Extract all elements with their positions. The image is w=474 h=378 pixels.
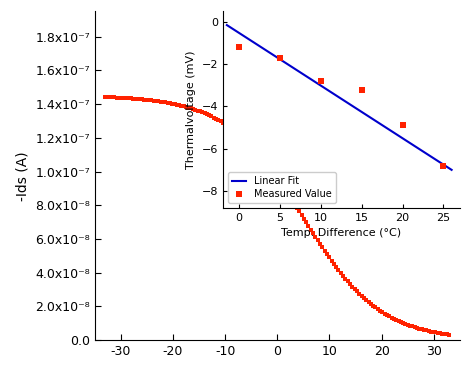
Measured Value [441,163,447,168]
X-axis label: Temp. Difference (°C): Temp. Difference (°C) [281,228,401,238]
Y-axis label: -Ids (A): -Ids (A) [16,151,29,201]
Measured Value [400,123,405,128]
Measured Value [359,87,365,92]
Measured Value [318,79,324,84]
Measured Value [277,56,283,60]
Legend: Linear Fit, Measured Value: Linear Fit, Measured Value [228,172,336,203]
Y-axis label: Thermalvoltage (mV): Thermalvoltage (mV) [186,50,196,169]
Measured Value [236,45,242,50]
Line: Measured Value: Measured Value [236,44,447,169]
